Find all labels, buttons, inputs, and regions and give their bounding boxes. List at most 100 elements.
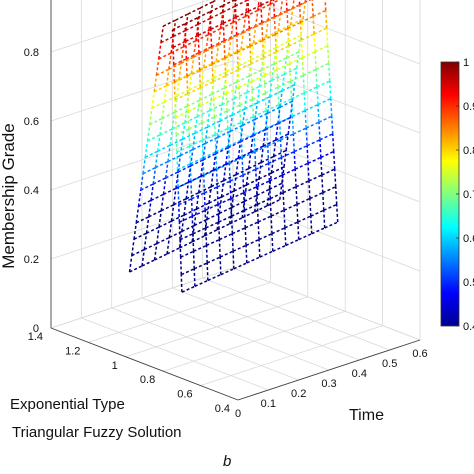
floor-grid-line: [202, 277, 390, 351]
surface-mesh-segment-left: [189, 163, 192, 182]
surface-mesh-segment-left: [171, 29, 174, 48]
surface-mesh-segment-right: [195, 24, 199, 41]
surface-mesh-segment-left: [199, 87, 202, 106]
surface-mesh-segment-right: [260, 53, 265, 71]
surface-mesh-segment-right: [256, 86, 261, 103]
surface-mesh-segment-right: [287, 24, 292, 42]
surface-mesh-segment-left: [193, 244, 207, 252]
surface-mesh-segment-right: [195, 192, 200, 210]
surface-mesh-segment-right: [178, 72, 192, 81]
surface-mesh-segment-left: [258, 239, 261, 258]
surface-mesh-segment-right: [159, 118, 163, 135]
surface-mesh-segment-right: [180, 148, 194, 157]
surface-mesh-segment-right: [131, 248, 145, 257]
surface-mesh-segment-right: [183, 208, 197, 216]
surface-mesh-segment-left: [257, 215, 272, 223]
surface-mesh-segment-left: [305, 121, 320, 129]
surface-mesh-segment-left: [298, 233, 313, 241]
surface-mesh-segment-right: [160, 26, 164, 43]
surface-mesh-segment-left: [178, 204, 181, 223]
surface-mesh-segment-left: [326, 45, 330, 64]
surface-mesh-segment-right: [198, 83, 203, 101]
surface-mesh-segment-left: [281, 175, 284, 193]
surface-mesh-segment-left: [184, 41, 188, 59]
surface-mesh-segment-left: [247, 11, 251, 29]
surface-mesh-segment-left: [252, 116, 255, 135]
surface-mesh-segment-right: [169, 138, 183, 146]
surface-mesh-segment-left: [224, 75, 228, 94]
surface-mesh-segment-right: [160, 35, 174, 44]
surface-mesh-segment-left: [268, 180, 272, 199]
surface-mesh-segment-left: [246, 256, 261, 264]
surface-mesh-segment-right: [188, 83, 202, 91]
surface-mesh-segment-left: [214, 134, 217, 152]
surface-mesh-segment-right: [140, 173, 144, 191]
colorbar-tick-label: 0.7: [463, 189, 474, 201]
surface-mesh-segment-right: [176, 79, 180, 97]
surface-mesh-segment-right: [241, 211, 256, 219]
surface-mesh-segment-left: [192, 233, 195, 252]
surface-mesh-segment-left: [304, 110, 307, 129]
surface-mesh-segment-right: [254, 10, 259, 27]
surface-mesh-segment-right: [262, 139, 277, 147]
surface-mesh-segment-right: [281, 166, 285, 184]
surface-mesh-segment-left: [228, 139, 242, 147]
surface-mesh-segment-right: [168, 52, 172, 70]
surface-mesh-segment-left: [236, 52, 240, 70]
surface-mesh-segment-right: [203, 60, 217, 69]
surface-mesh-segment-left: [189, 139, 203, 147]
surface-mesh-segment-right: [226, 65, 240, 73]
surface-mesh-segment-left: [276, 69, 279, 88]
surface-mesh-segment-left: [175, 134, 178, 153]
surface-mesh-segment-left: [323, 203, 338, 211]
surface-mesh-segment-right: [194, 116, 198, 134]
surface-mesh-segment-right: [262, 129, 267, 147]
surface-mesh-segment-left: [303, 86, 318, 94]
surface-mesh-segment-right: [204, 229, 218, 237]
surface-mesh-segment-left: [265, 110, 268, 129]
surface-mesh-segment-right: [143, 242, 158, 251]
wall-grid-line: [50, 0, 211, 53]
surface-mesh-segment-left: [222, 23, 225, 41]
surface-mesh-segment-right: [178, 63, 182, 80]
surface-mesh-segment-right: [153, 75, 158, 92]
surface-mesh-segment-left: [232, 227, 246, 235]
surface-mesh-segment-right: [277, 107, 281, 124]
surface-mesh-segment-right: [191, 225, 196, 242]
surface-mesh-segment-left: [331, 133, 335, 152]
surface-mesh-segment-right: [147, 134, 161, 142]
surface-mesh-segment-right: [158, 52, 172, 60]
surface-mesh-segment-left: [223, 40, 226, 59]
surface-mesh-segment-right: [273, 57, 287, 65]
surface-mesh-segment-right: [146, 124, 151, 142]
surface-mesh-segment-right: [225, 55, 230, 72]
surface-mesh-segment-right: [295, 51, 300, 69]
surface-mesh-segment-left: [245, 245, 248, 263]
surface-mesh-segment-right: [218, 38, 232, 46]
x-tick-label: 0.8: [140, 374, 155, 386]
surface-mesh-segment-right: [177, 165, 191, 173]
surface-mesh-segment-left: [277, 87, 280, 105]
surface-mesh-segment-right: [242, 16, 247, 33]
surface-mesh-segment-left: [225, 69, 239, 77]
surface-mesh-segment-left: [272, 0, 276, 17]
surface-mesh-segment-left: [287, 28, 290, 47]
surface-mesh-segment-right: [180, 46, 185, 64]
surface-mesh-segment-left: [201, 140, 204, 158]
surface-mesh-segment-right: [214, 137, 219, 154]
surface-mesh-segment-right: [292, 1, 306, 10]
surface-mesh-segment-right: [271, 73, 285, 82]
surface-mesh-segment-left: [191, 216, 194, 234]
surface-mesh-segment-left: [262, 57, 266, 76]
surface-mesh-segment-right: [234, 0, 237, 7]
surface-mesh-segment-right: [215, 44, 220, 62]
surface-mesh-segment-right: [233, 174, 237, 192]
colorbar: 0.4 0.5 0.6 0.7 0.8 0.9 1: [440, 57, 474, 333]
surface-mesh-segment-right: [250, 43, 255, 60]
surface-mesh-segment-right: [219, 12, 224, 29]
surface-mesh-segment-left: [283, 203, 298, 211]
surface-mesh-segment-right: [213, 163, 227, 171]
surface-mesh-segment-right: [285, 41, 290, 58]
surface-mesh-segment-left: [209, 11, 212, 30]
